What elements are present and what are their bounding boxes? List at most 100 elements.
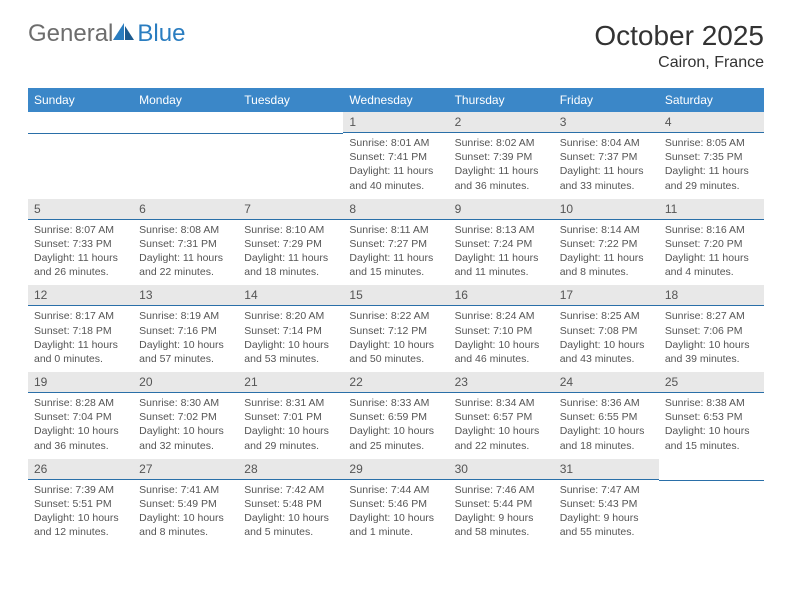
sunrise-text: Sunrise: 8:08 AM [139, 223, 232, 237]
daylight-text: Daylight: 10 hours and 53 minutes. [244, 338, 337, 366]
sunset-text: Sunset: 7:18 PM [34, 324, 127, 338]
day-number: 12 [28, 285, 133, 306]
page-header: General Blue October 2025 Cairon, France [0, 0, 792, 82]
day-details: Sunrise: 8:20 AMSunset: 7:14 PMDaylight:… [238, 306, 343, 372]
sunset-text: Sunset: 7:29 PM [244, 237, 337, 251]
sunrise-text: Sunrise: 8:27 AM [665, 309, 758, 323]
week-row: 1Sunrise: 8:01 AMSunset: 7:41 PMDaylight… [28, 112, 764, 199]
day-number: 27 [133, 459, 238, 480]
day-cell: 30Sunrise: 7:46 AMSunset: 5:44 PMDayligh… [449, 459, 554, 546]
day-cell: 23Sunrise: 8:34 AMSunset: 6:57 PMDayligh… [449, 372, 554, 459]
day-cell: 29Sunrise: 7:44 AMSunset: 5:46 PMDayligh… [343, 459, 448, 546]
day-cell: 11Sunrise: 8:16 AMSunset: 7:20 PMDayligh… [659, 199, 764, 286]
day-details: Sunrise: 7:39 AMSunset: 5:51 PMDaylight:… [28, 480, 133, 546]
sunrise-text: Sunrise: 8:13 AM [455, 223, 548, 237]
day-number: 20 [133, 372, 238, 393]
day-details: Sunrise: 8:05 AMSunset: 7:35 PMDaylight:… [659, 133, 764, 199]
day-number: 6 [133, 199, 238, 220]
day-number: 1 [343, 112, 448, 133]
sunrise-text: Sunrise: 7:42 AM [244, 483, 337, 497]
day-number [28, 112, 133, 134]
sunrise-text: Sunrise: 7:41 AM [139, 483, 232, 497]
title-block: October 2025 Cairon, France [594, 20, 764, 72]
week-row: 5Sunrise: 8:07 AMSunset: 7:33 PMDaylight… [28, 199, 764, 286]
day-cell: 10Sunrise: 8:14 AMSunset: 7:22 PMDayligh… [554, 199, 659, 286]
day-number: 10 [554, 199, 659, 220]
day-details: Sunrise: 8:38 AMSunset: 6:53 PMDaylight:… [659, 393, 764, 459]
day-number: 19 [28, 372, 133, 393]
daylight-text: Daylight: 10 hours and 50 minutes. [349, 338, 442, 366]
sunset-text: Sunset: 7:10 PM [455, 324, 548, 338]
sunrise-text: Sunrise: 8:34 AM [455, 396, 548, 410]
day-number: 9 [449, 199, 554, 220]
day-cell [238, 112, 343, 199]
day-header: Tuesday [238, 88, 343, 112]
day-number: 22 [343, 372, 448, 393]
calendar: SundayMondayTuesdayWednesdayThursdayFrid… [28, 88, 764, 545]
daylight-text: Daylight: 11 hours and 8 minutes. [560, 251, 653, 279]
day-header: Saturday [659, 88, 764, 112]
day-details: Sunrise: 7:44 AMSunset: 5:46 PMDaylight:… [343, 480, 448, 546]
sunset-text: Sunset: 7:20 PM [665, 237, 758, 251]
daylight-text: Daylight: 10 hours and 43 minutes. [560, 338, 653, 366]
sunrise-text: Sunrise: 8:10 AM [244, 223, 337, 237]
daylight-text: Daylight: 10 hours and 1 minute. [349, 511, 442, 539]
day-cell: 25Sunrise: 8:38 AMSunset: 6:53 PMDayligh… [659, 372, 764, 459]
sunset-text: Sunset: 5:49 PM [139, 497, 232, 511]
day-cell: 2Sunrise: 8:02 AMSunset: 7:39 PMDaylight… [449, 112, 554, 199]
day-number: 8 [343, 199, 448, 220]
day-number: 30 [449, 459, 554, 480]
sunrise-text: Sunrise: 8:30 AM [139, 396, 232, 410]
day-details: Sunrise: 8:10 AMSunset: 7:29 PMDaylight:… [238, 220, 343, 286]
day-header: Friday [554, 88, 659, 112]
daylight-text: Daylight: 10 hours and 22 minutes. [455, 424, 548, 452]
daylight-text: Daylight: 11 hours and 15 minutes. [349, 251, 442, 279]
day-number: 2 [449, 112, 554, 133]
sunrise-text: Sunrise: 8:04 AM [560, 136, 653, 150]
daylight-text: Daylight: 11 hours and 33 minutes. [560, 164, 653, 192]
sunset-text: Sunset: 7:37 PM [560, 150, 653, 164]
sunrise-text: Sunrise: 8:19 AM [139, 309, 232, 323]
daylight-text: Daylight: 11 hours and 4 minutes. [665, 251, 758, 279]
daylight-text: Daylight: 11 hours and 29 minutes. [665, 164, 758, 192]
day-number: 17 [554, 285, 659, 306]
day-details: Sunrise: 8:17 AMSunset: 7:18 PMDaylight:… [28, 306, 133, 372]
daylight-text: Daylight: 10 hours and 5 minutes. [244, 511, 337, 539]
day-number: 29 [343, 459, 448, 480]
day-details: Sunrise: 7:46 AMSunset: 5:44 PMDaylight:… [449, 480, 554, 546]
day-details: Sunrise: 8:30 AMSunset: 7:02 PMDaylight:… [133, 393, 238, 459]
month-title: October 2025 [594, 20, 764, 52]
sunset-text: Sunset: 7:33 PM [34, 237, 127, 251]
daylight-text: Daylight: 11 hours and 40 minutes. [349, 164, 442, 192]
week-row: 12Sunrise: 8:17 AMSunset: 7:18 PMDayligh… [28, 285, 764, 372]
day-number: 23 [449, 372, 554, 393]
sunrise-text: Sunrise: 7:44 AM [349, 483, 442, 497]
day-cell: 15Sunrise: 8:22 AMSunset: 7:12 PMDayligh… [343, 285, 448, 372]
sunrise-text: Sunrise: 7:39 AM [34, 483, 127, 497]
sunrise-text: Sunrise: 8:38 AM [665, 396, 758, 410]
day-cell: 1Sunrise: 8:01 AMSunset: 7:41 PMDaylight… [343, 112, 448, 199]
sunrise-text: Sunrise: 8:25 AM [560, 309, 653, 323]
sunset-text: Sunset: 7:16 PM [139, 324, 232, 338]
sunrise-text: Sunrise: 8:14 AM [560, 223, 653, 237]
day-cell: 6Sunrise: 8:08 AMSunset: 7:31 PMDaylight… [133, 199, 238, 286]
day-details: Sunrise: 8:19 AMSunset: 7:16 PMDaylight:… [133, 306, 238, 372]
logo-text-general: General [28, 20, 113, 48]
day-cell: 3Sunrise: 8:04 AMSunset: 7:37 PMDaylight… [554, 112, 659, 199]
day-cell: 16Sunrise: 8:24 AMSunset: 7:10 PMDayligh… [449, 285, 554, 372]
day-cell: 7Sunrise: 8:10 AMSunset: 7:29 PMDaylight… [238, 199, 343, 286]
day-cell: 8Sunrise: 8:11 AMSunset: 7:27 PMDaylight… [343, 199, 448, 286]
day-cell: 27Sunrise: 7:41 AMSunset: 5:49 PMDayligh… [133, 459, 238, 546]
day-number: 31 [554, 459, 659, 480]
daylight-text: Daylight: 10 hours and 32 minutes. [139, 424, 232, 452]
day-header: Wednesday [343, 88, 448, 112]
sunset-text: Sunset: 6:55 PM [560, 410, 653, 424]
daylight-text: Daylight: 9 hours and 58 minutes. [455, 511, 548, 539]
day-number: 11 [659, 199, 764, 220]
logo: General Blue [28, 20, 185, 48]
daylight-text: Daylight: 10 hours and 18 minutes. [560, 424, 653, 452]
day-cell: 26Sunrise: 7:39 AMSunset: 5:51 PMDayligh… [28, 459, 133, 546]
daylight-text: Daylight: 11 hours and 0 minutes. [34, 338, 127, 366]
day-cell: 20Sunrise: 8:30 AMSunset: 7:02 PMDayligh… [133, 372, 238, 459]
day-number: 28 [238, 459, 343, 480]
